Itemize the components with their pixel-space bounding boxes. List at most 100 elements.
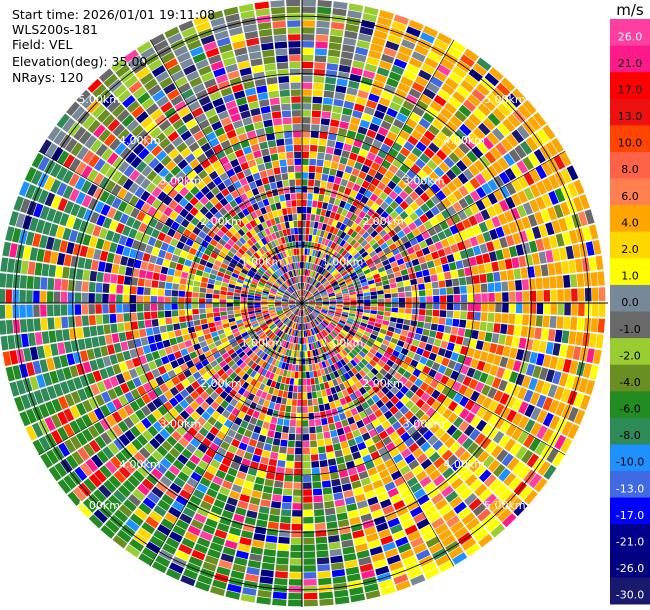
velocity-cell: [371, 177, 380, 187]
velocity-cell: [387, 273, 395, 280]
velocity-cell: [204, 201, 214, 211]
velocity-cell: [345, 566, 360, 576]
velocity-cell: [487, 282, 495, 293]
velocity-cell: [302, 406, 308, 413]
velocity-cell: [506, 409, 517, 423]
velocity-cell: [409, 112, 421, 123]
velocity-cell: [228, 317, 236, 323]
velocity-cell: [429, 423, 441, 434]
velocity-cell: [535, 180, 547, 195]
velocity-cell: [131, 239, 141, 250]
velocity-cell: [422, 530, 437, 542]
velocity-cell: [542, 237, 552, 250]
velocity-cell: [469, 177, 481, 190]
velocity-cell: [25, 362, 36, 377]
velocity-cell: [562, 359, 572, 373]
velocity-cell: [412, 228, 421, 237]
velocity-cell: [371, 36, 386, 47]
velocity-cell: [134, 173, 146, 186]
velocity-cell: [549, 276, 557, 289]
velocity-cell: [151, 350, 161, 360]
velocity-cell: [88, 304, 95, 315]
velocity-cell: [409, 212, 419, 222]
velocity-cell: [357, 236, 365, 244]
velocity-cell: [351, 275, 359, 281]
velocity-cell: [104, 262, 113, 273]
velocity-cell: [472, 275, 480, 284]
velocity-cell: [328, 541, 341, 550]
velocity-cell: [438, 529, 453, 541]
velocity-cell: [419, 153, 431, 164]
velocity-cell: [445, 318, 453, 326]
velocity-cell: [323, 281, 330, 287]
velocity-cell: [278, 322, 284, 329]
velocity-cell: [485, 374, 495, 386]
velocity-cell: [320, 312, 327, 317]
velocity-cell: [411, 129, 423, 141]
velocity-cell: [437, 89, 451, 101]
velocity-cell: [470, 415, 482, 428]
velocity-cell: [229, 321, 237, 327]
velocity-cell: [289, 357, 294, 364]
velocity-cell: [380, 143, 391, 153]
velocity-cell: [265, 282, 272, 288]
velocity-cell: [341, 249, 348, 257]
velocity-cell: [340, 358, 347, 366]
velocity-cell: [423, 220, 433, 230]
velocity-cell: [247, 297, 254, 301]
velocity-cell: [469, 203, 480, 215]
velocity-cell: [316, 243, 321, 251]
velocity-cell: [22, 215, 33, 230]
velocity-cell: [338, 333, 345, 340]
velocity-cell: [442, 408, 453, 420]
velocity-cell: [452, 552, 468, 565]
velocity-cell: [357, 303, 364, 306]
velocity-cell: [170, 238, 179, 247]
velocity-cell: [299, 344, 302, 351]
velocity-cell: [310, 144, 318, 152]
velocity-cell: [274, 319, 281, 325]
velocity-cell: [511, 336, 520, 348]
velocity-cell: [472, 224, 482, 236]
velocity-cell: [203, 421, 213, 432]
velocity-cell: [258, 506, 270, 514]
velocity-cell: [239, 341, 247, 348]
velocity-cell: [387, 34, 402, 45]
velocity-cell: [385, 400, 395, 410]
velocity-cell: [381, 452, 392, 462]
velocity-cell: [467, 442, 479, 455]
velocity-cell: [352, 451, 362, 460]
velocity-cell: [217, 368, 225, 377]
velocity-cell: [314, 516, 325, 524]
velocity-cell: [535, 277, 543, 290]
velocity-cell: [62, 170, 74, 184]
velocity-cell: [542, 315, 550, 328]
velocity-cell: [234, 557, 248, 566]
velocity-cell: [316, 27, 330, 35]
velocity-cell: [170, 165, 181, 176]
velocity-cell: [93, 187, 104, 200]
velocity-cell: [222, 364, 231, 372]
velocity-cell: [282, 297, 289, 301]
velocity-cell: [433, 94, 447, 107]
velocity-cell: [469, 460, 482, 473]
velocity-cell: [302, 165, 309, 172]
velocity-cell: [147, 390, 158, 401]
velocity-cell: [554, 188, 566, 203]
velocity-cell: [244, 323, 252, 328]
velocity-cell: [331, 282, 339, 288]
velocity-cell: [395, 323, 403, 330]
velocity-cell: [529, 303, 537, 314]
velocity-cell: [185, 460, 197, 471]
velocity-cell: [287, 391, 293, 399]
velocity-cell: [291, 530, 302, 538]
velocity-cell: [276, 293, 283, 297]
velocity-cell: [160, 475, 172, 487]
velocity-cell: [374, 322, 382, 328]
velocity-cell: [257, 318, 265, 323]
velocity-cell: [302, 227, 306, 234]
velocity-cell: [293, 329, 297, 337]
velocity-cell: [384, 298, 392, 303]
velocity-cell: [350, 303, 357, 306]
velocity-cell: [69, 420, 81, 434]
